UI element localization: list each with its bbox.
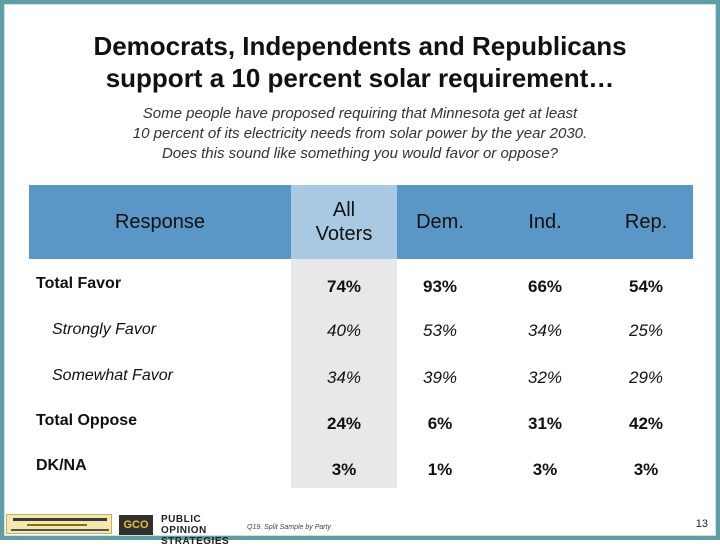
question-line-3: Does this sound like something you would… [161, 145, 559, 162]
header-response-label: Response [114, 211, 206, 233]
cell-strongly-favor-dem: 53% [422, 321, 458, 340]
cell-total-favor-rep: 54% [628, 277, 664, 296]
header-rep-label: Rep. [624, 211, 668, 233]
slide-title: Democrats, Independents and Republicans … [0, 30, 720, 94]
cell-total-oppose-dem: 6% [427, 414, 453, 433]
all-voters-column-bg [291, 252, 397, 488]
cell-strongly-favor-ind: 34% [527, 321, 563, 340]
row-label-strongly-favor: Strongly Favor [52, 321, 157, 338]
pos-logo-text: PUBLIC OPINION STRATEGIES [161, 514, 239, 547]
cell-total-oppose-ind: 31% [527, 414, 563, 433]
header-dem-label: Dem. [416, 211, 464, 233]
header-ind: Ind. [500, 185, 590, 259]
pos-logo: GCO PUBLIC OPINION STRATEGIES [119, 514, 239, 547]
cell-dk-na-dem: 1% [427, 460, 453, 479]
pos-logo-line-2: STRATEGIES [161, 536, 230, 547]
header-rep: Rep. [601, 185, 691, 259]
cell-total-oppose-all: 24% [326, 414, 362, 433]
cell-total-favor-dem: 93% [422, 277, 458, 296]
row-label-somewhat-favor: Somewhat Favor [52, 367, 173, 384]
response-header-bg [29, 185, 291, 259]
title-line-2: support a 10 percent solar requirement… [105, 63, 615, 93]
table-header-bar [29, 185, 693, 259]
cell-somewhat-favor-rep: 29% [628, 368, 664, 387]
partner-logo-line-1 [13, 518, 107, 521]
question-line-1: Some people have proposed requiring that… [142, 105, 578, 122]
question-line-2: 10 percent of its electricity needs from… [132, 125, 588, 142]
footnote: Q19. Split Sample by Party [247, 524, 332, 531]
cell-somewhat-favor-dem: 39% [422, 368, 458, 387]
pos-logo-line-1: PUBLIC OPINION [161, 514, 207, 536]
row-label-total-favor: Total Favor [36, 275, 122, 292]
header-all-voters: All Voters [291, 185, 397, 259]
cell-somewhat-favor-all: 34% [326, 368, 362, 387]
survey-question: Some people have proposed requiring that… [0, 104, 720, 164]
cell-strongly-favor-all: 40% [326, 321, 362, 340]
cell-total-oppose-rep: 42% [628, 414, 664, 433]
cell-total-favor-ind: 66% [527, 277, 563, 296]
cell-dk-na-ind: 3% [532, 460, 558, 479]
row-label-total-oppose: Total Oppose [36, 412, 138, 429]
row-label-dk-na: DK/NA [36, 457, 87, 474]
partner-logo [6, 514, 112, 534]
partner-logo-line-3 [11, 529, 109, 531]
cell-dk-na-rep: 3% [633, 460, 659, 479]
cell-dk-na-all: 3% [331, 460, 357, 479]
all-voters-header-bg [291, 185, 397, 259]
cell-somewhat-favor-ind: 32% [527, 368, 563, 387]
cell-strongly-favor-rep: 25% [628, 321, 664, 340]
title-line-1: Democrats, Independents and Republicans [93, 31, 627, 61]
header-dem: Dem. [395, 185, 485, 259]
header-response: Response [29, 185, 291, 259]
gco-logo-mark: GCO [119, 515, 153, 535]
header-ind-label: Ind. [528, 211, 562, 233]
cell-total-favor-all: 74% [326, 277, 362, 296]
header-all-voters-line-1: All [332, 199, 356, 221]
header-all-voters-line-2: Voters [315, 223, 373, 245]
partner-logo-line-2 [27, 524, 87, 526]
page-number: 13 [695, 518, 708, 530]
slide-frame-inner [4, 4, 716, 536]
